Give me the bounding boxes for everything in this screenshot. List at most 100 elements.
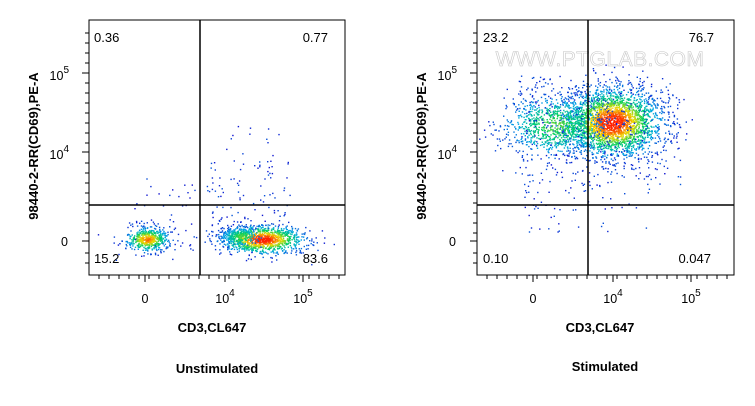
- event-dot: [281, 229, 283, 232]
- event-dot: [231, 240, 233, 242]
- event-dot: [631, 129, 633, 131]
- event-dot: [514, 126, 516, 128]
- event-dot: [548, 95, 550, 98]
- event-dot: [280, 236, 282, 238]
- event-dot: [557, 114, 560, 116]
- event-dot: [630, 151, 632, 153]
- event-dot: [153, 248, 155, 250]
- event-dot: [290, 246, 293, 249]
- event-dot: [138, 243, 140, 245]
- event-dot: [496, 138, 499, 140]
- event-dot: [601, 133, 603, 136]
- event-dot: [609, 137, 611, 139]
- event-dot: [567, 106, 569, 108]
- event-dot: [563, 134, 566, 136]
- event-dot: [649, 108, 652, 110]
- event-dot: [635, 141, 637, 143]
- event-dot: [164, 232, 167, 234]
- event-dot: [617, 128, 619, 131]
- event-dot: [243, 230, 245, 232]
- event-dot: [128, 234, 131, 236]
- event-dot: [645, 98, 647, 100]
- event-dot: [571, 130, 573, 132]
- event-dot: [567, 112, 570, 114]
- event-dot: [576, 147, 579, 149]
- event-dot: [291, 250, 293, 252]
- event-dot: [640, 99, 642, 101]
- event-dot: [536, 128, 538, 130]
- event-dot: [595, 135, 597, 137]
- event-dot: [619, 133, 622, 135]
- event-dot: [574, 114, 577, 117]
- event-dot: [163, 234, 166, 236]
- event-dot: [615, 76, 617, 78]
- event-dot: [600, 143, 602, 146]
- event-dot: [638, 130, 640, 132]
- event-dot: [289, 237, 291, 240]
- event-dot: [240, 246, 242, 248]
- event-dot: [244, 243, 246, 245]
- event-dot: [240, 228, 242, 230]
- event-dot: [605, 120, 607, 123]
- event-dot: [595, 125, 597, 127]
- event-dot: [159, 239, 161, 241]
- event-dot: [260, 241, 262, 244]
- event-dot: [281, 233, 284, 235]
- event-dot: [644, 136, 647, 139]
- event-dot: [285, 226, 287, 228]
- event-dot: [531, 137, 533, 139]
- event-dot: [641, 88, 643, 90]
- event-dot: [291, 228, 294, 230]
- event-dot: [282, 240, 284, 243]
- event-dot: [160, 233, 162, 235]
- event-dot: [626, 108, 628, 111]
- event-dot: [269, 224, 271, 227]
- event-dot: [647, 114, 649, 116]
- event-dot: [233, 229, 235, 231]
- event-dot: [140, 220, 143, 222]
- event-dot: [617, 143, 619, 145]
- event-dot: [223, 236, 226, 238]
- event-dot: [164, 243, 167, 245]
- event-dot: [589, 85, 591, 88]
- event-dot: [270, 239, 272, 241]
- event-dot: [544, 131, 546, 134]
- event-dot: [256, 228, 259, 230]
- event-dot: [224, 237, 226, 239]
- event-dot: [146, 233, 148, 236]
- event-dot: [126, 245, 128, 247]
- event-dot: [158, 244, 160, 246]
- event-dot: [615, 115, 618, 117]
- event-dot: [631, 138, 634, 141]
- event-dot: [246, 233, 248, 235]
- event-dot: [585, 74, 587, 76]
- event-dot: [562, 101, 564, 104]
- event-dot: [603, 105, 605, 107]
- event-dot: [607, 171, 609, 173]
- event-dot: [609, 88, 611, 90]
- event-dot: [224, 234, 227, 237]
- event-dot: [632, 108, 635, 111]
- event-dot: [297, 236, 299, 238]
- event-dot: [616, 142, 618, 144]
- event-dot: [267, 142, 269, 144]
- event-dot: [635, 132, 638, 134]
- event-dot: [601, 139, 603, 141]
- event-dot: [616, 135, 618, 137]
- event-dot: [610, 125, 613, 127]
- event-dot: [151, 234, 153, 237]
- event-dot: [577, 139, 579, 142]
- event-dot: [256, 239, 259, 242]
- event-dot: [240, 241, 242, 244]
- event-dot: [147, 233, 149, 235]
- event-dot: [585, 121, 588, 123]
- event-dot: [596, 129, 598, 131]
- event-dot: [634, 104, 637, 107]
- event-dot: [528, 130, 530, 132]
- event-dot: [613, 91, 616, 93]
- event-dot: [249, 226, 251, 228]
- event-dot: [279, 240, 281, 242]
- event-dot: [254, 209, 256, 211]
- event-dot: [564, 106, 566, 108]
- event-dot: [275, 255, 277, 257]
